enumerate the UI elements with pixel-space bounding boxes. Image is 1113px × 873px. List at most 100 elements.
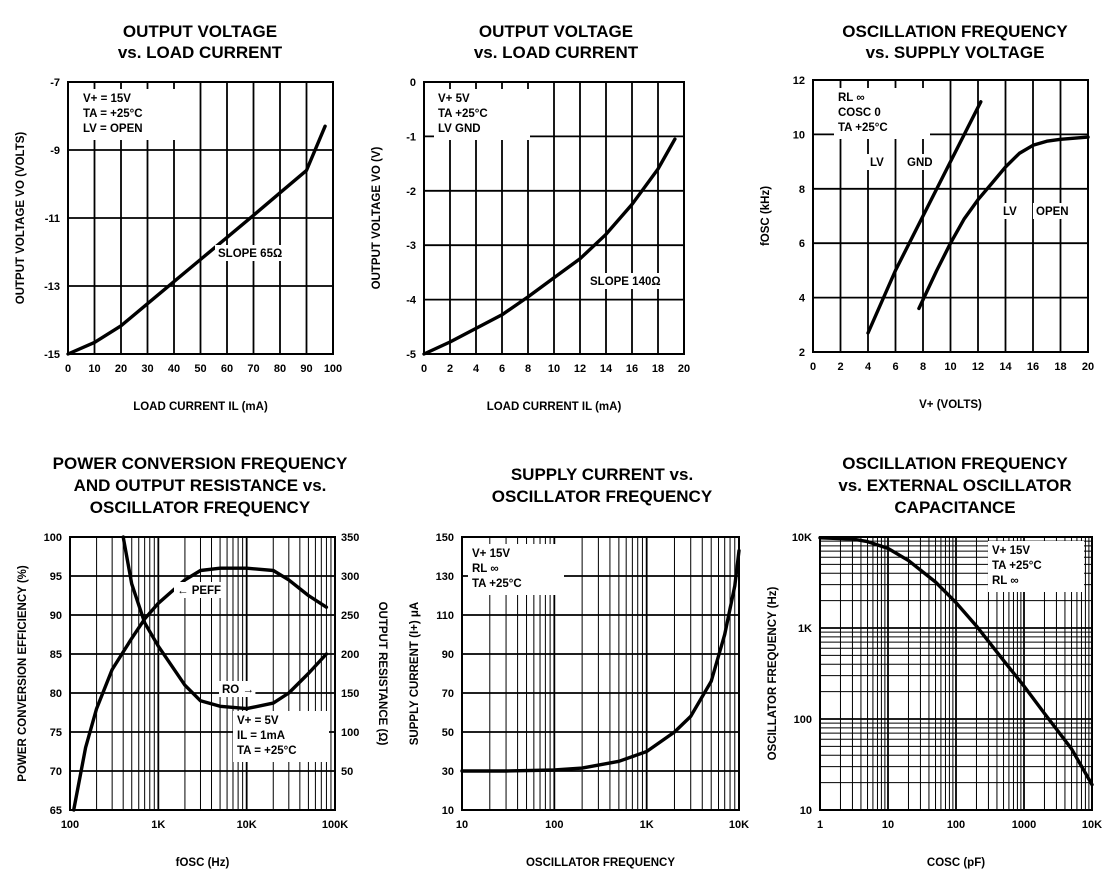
- x-tick-label: 30: [141, 363, 153, 375]
- y-tick-label: 90: [50, 610, 62, 622]
- plot-frame: [423, 81, 685, 355]
- y2-tick-label: 300: [341, 571, 359, 583]
- y-tick-label: 80: [50, 688, 62, 700]
- x-tick-label: 20: [115, 363, 127, 375]
- conditions-box: [988, 541, 1084, 592]
- x-tick-label: 100K: [322, 819, 348, 831]
- annotation-label: SLOPE 65Ω: [218, 248, 282, 260]
- condition-text: IL = 1mA: [237, 730, 285, 742]
- y-tick-label: 4: [799, 293, 806, 305]
- x-tick-label: 10: [944, 361, 956, 373]
- x-axis-label: COSC (pF): [927, 857, 985, 869]
- y-tick-label: 130: [436, 571, 454, 583]
- y2-axis-label: OUTPUT RESISTANCE (Ω): [376, 602, 388, 746]
- x-tick-label: 10K: [729, 819, 749, 831]
- x-tick-label: 0: [810, 361, 816, 373]
- annotation-bg: [174, 582, 226, 598]
- y-tick-label: -7: [50, 77, 60, 89]
- chart-5: SUPPLY CURRENT vs. OSCILLATOR FREQUENCY 10…: [409, 465, 749, 869]
- annotation-bg: [904, 154, 933, 170]
- x-tick-label: 4: [473, 363, 480, 375]
- x-tick-label: 80: [274, 363, 286, 375]
- condition-text: TA = +25°C: [83, 108, 143, 120]
- y-tick-label: 70: [50, 766, 62, 778]
- y-tick-label: 95: [50, 571, 62, 583]
- x-tick-label: 1000: [1012, 819, 1036, 831]
- x-tick-label: 12: [574, 363, 586, 375]
- y-tick-label: 12: [793, 75, 805, 87]
- x-tick-label: 4: [865, 361, 872, 373]
- x-tick-label: 20: [678, 363, 690, 375]
- y-axis-label: SUPPLY CURRENT (I+) μA: [409, 602, 421, 745]
- conditions-box: [79, 89, 175, 140]
- chart-title: OUTPUT VOLTAGE: [123, 22, 277, 41]
- chart-title: OUTPUT VOLTAGE: [479, 22, 633, 41]
- annotation-bg: [587, 273, 677, 289]
- y-tick-label: 8: [799, 184, 805, 196]
- x-axis-label: LOAD CURRENT IL (mA): [133, 401, 268, 413]
- y-tick-label: 70: [442, 688, 454, 700]
- plot-frame: [67, 81, 334, 355]
- chart-title: vs. LOAD CURRENT: [118, 43, 283, 62]
- y-tick-label: -5: [406, 349, 416, 361]
- y-tick-label: 10K: [792, 532, 812, 544]
- y-tick-label: 6: [799, 238, 805, 250]
- conditions-box: [233, 711, 329, 762]
- series-line-2: [917, 135, 1090, 311]
- condition-text: RL ∞: [838, 92, 865, 104]
- condition-text: V+ 5V: [438, 93, 470, 105]
- y-tick-label: 10: [793, 129, 805, 141]
- annotation-label: OPEN: [1036, 206, 1069, 218]
- annotation-bg: [867, 154, 889, 170]
- x-tick-label: 0: [65, 363, 71, 375]
- y-axis-label: OSCILLATOR FREQUENCY (Hz): [767, 586, 779, 760]
- plot-frame: [812, 79, 1089, 353]
- y-tick-label: 30: [442, 766, 454, 778]
- y-axis-label: OUTPUT VOLTAGE VO (V): [371, 146, 383, 289]
- x-tick-label: 2: [447, 363, 453, 375]
- x-tick-label: 1K: [151, 819, 165, 831]
- y-tick-label: -13: [44, 281, 60, 293]
- y2-tick-label: 50: [341, 766, 353, 778]
- series-line-2: [121, 535, 329, 711]
- annotation-label: SLOPE 140Ω: [590, 276, 661, 288]
- chart-title: OSCILLATION FREQUENCY: [842, 454, 1068, 473]
- x-axis-label: V+ (VOLTS): [919, 399, 982, 411]
- condition-text: V+ = 15V: [83, 93, 131, 105]
- x-tick-label: 100: [324, 363, 342, 375]
- annotation-bg: [1000, 203, 1022, 219]
- x-tick-label: 90: [300, 363, 312, 375]
- y2-tick-label: 350: [341, 532, 359, 544]
- condition-text: TA +25°C: [992, 560, 1042, 572]
- chart-title: OSCILLATOR FREQUENCY: [492, 487, 713, 506]
- x-tick-label: 8: [525, 363, 531, 375]
- annotation-label: GND: [907, 157, 933, 169]
- series-line-1: [866, 100, 983, 335]
- x-tick-label: 10K: [237, 819, 257, 831]
- y-tick-label: 1K: [798, 623, 812, 635]
- conditions-box: [434, 89, 530, 140]
- plot-frame: [819, 536, 1093, 811]
- x-tick-label: 1K: [640, 819, 654, 831]
- condition-text: V+ = 5V: [237, 715, 279, 727]
- condition-text: TA +25°C: [838, 122, 888, 134]
- x-tick-label: 18: [1054, 361, 1066, 373]
- condition-text: TA = +25°C: [237, 745, 297, 757]
- y-tick-label: -4: [406, 295, 417, 307]
- x-tick-label: 10: [548, 363, 560, 375]
- x-axis-label: OSCILLATOR FREQUENCY: [526, 857, 675, 869]
- y-tick-label: 110: [436, 610, 454, 622]
- x-tick-label: 100: [61, 819, 79, 831]
- x-tick-label: 10: [456, 819, 468, 831]
- conditions-box: [468, 544, 564, 595]
- y-tick-label: 150: [436, 532, 454, 544]
- y-tick-label: 90: [442, 649, 454, 661]
- y2-tick-label: 200: [341, 649, 359, 661]
- x-tick-label: 16: [626, 363, 638, 375]
- condition-text: RL ∞: [992, 575, 1019, 587]
- chart-title: POWER CONVERSION FREQUENCY: [53, 454, 348, 473]
- chart-1: OUTPUT VOLTAGE vs. LOAD CURRENT 0 10 20 30 40 5…: [15, 22, 342, 413]
- x-axis-label: fOSC (Hz): [176, 857, 230, 869]
- y-tick-label: 10: [800, 805, 812, 817]
